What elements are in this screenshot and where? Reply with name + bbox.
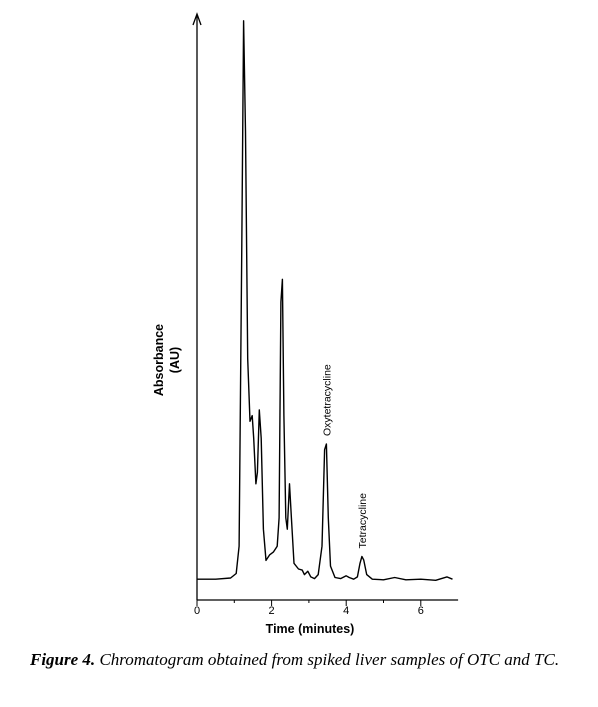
x-tick-label: 6 [418,605,424,617]
chromatogram-chart: Absorbance (AU) Time (minutes) 0 2 4 6 Oxyte… [152,12,459,636]
x-axis-title: Time (minutes) [266,622,355,636]
x-tick-label: 4 [343,605,349,617]
caption-text: Chromatogram obtained from spiked liver … [95,650,560,669]
peak-annotation: Tetracycline [357,493,369,549]
x-tick-label: 0 [194,605,200,617]
x-tick-label: 2 [269,605,275,617]
peak-annotation: Oxytetracycline [321,364,333,436]
y-axis-title-line1: Absorbance [152,324,166,396]
figure-caption: Figure 4. Chromatogram obtained from spi… [30,648,590,671]
caption-lead: Figure 4. [30,650,96,669]
y-axis-title: Absorbance (AU) [152,324,182,396]
chromatogram-trace [197,20,453,581]
y-axis-arrow [192,12,202,26]
y-axis-title-line2: (AU) [168,347,182,373]
plot-area: 0 2 4 6 Oxytetracycline Tetracycline [192,12,459,617]
